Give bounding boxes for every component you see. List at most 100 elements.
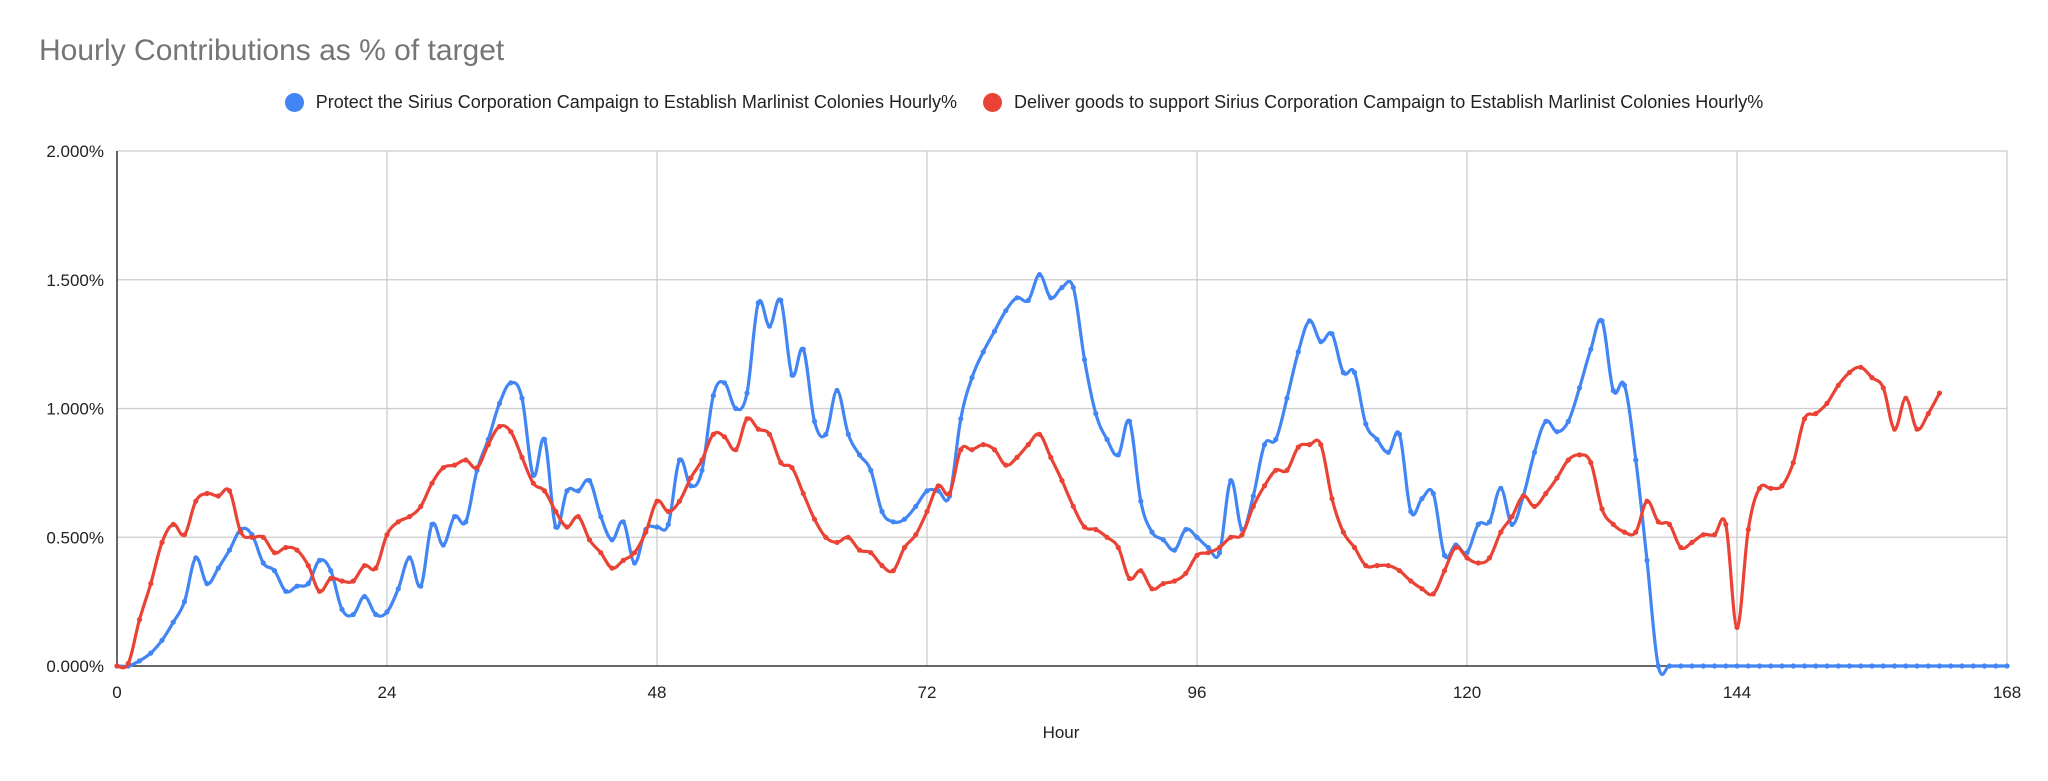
data-point[interactable]: [1295, 349, 1301, 355]
data-point[interactable]: [1768, 663, 1774, 669]
data-point[interactable]: [530, 472, 536, 478]
data-point[interactable]: [1554, 475, 1560, 481]
data-point[interactable]: [485, 442, 491, 448]
data-point[interactable]: [1745, 663, 1751, 669]
data-point[interactable]: [283, 588, 289, 594]
data-point[interactable]: [1104, 436, 1110, 442]
data-point[interactable]: [1948, 663, 1954, 669]
data-point[interactable]: [1644, 557, 1650, 564]
data-point[interactable]: [1228, 478, 1234, 484]
data-point[interactable]: [575, 488, 581, 494]
data-point[interactable]: [901, 544, 908, 551]
data-point[interactable]: [249, 534, 255, 540]
data-point[interactable]: [451, 514, 458, 520]
data-point[interactable]: [1408, 508, 1414, 515]
data-point[interactable]: [1081, 357, 1088, 363]
data-point[interactable]: [991, 328, 998, 334]
data-point[interactable]: [1261, 442, 1268, 448]
data-point[interactable]: [1588, 460, 1594, 466]
data-point[interactable]: [316, 588, 323, 594]
data-point[interactable]: [508, 380, 514, 386]
data-point[interactable]: [1790, 663, 1796, 669]
data-point[interactable]: [789, 372, 795, 378]
data-point[interactable]: [586, 478, 593, 484]
data-point[interactable]: [1284, 467, 1290, 473]
data-point[interactable]: [204, 490, 210, 497]
data-point[interactable]: [1374, 436, 1380, 442]
data-point[interactable]: [1149, 586, 1155, 592]
data-point[interactable]: [823, 431, 829, 437]
data-point[interactable]: [733, 447, 739, 453]
data-point[interactable]: [1723, 663, 1729, 669]
data-point[interactable]: [890, 519, 896, 525]
data-point[interactable]: [733, 405, 739, 412]
data-point[interactable]: [609, 565, 615, 571]
data-point[interactable]: [1936, 390, 1943, 396]
data-point[interactable]: [316, 557, 323, 564]
data-point[interactable]: [1363, 563, 1369, 569]
data-point[interactable]: [1835, 663, 1841, 669]
data-point[interactable]: [1250, 503, 1256, 509]
data-point[interactable]: [406, 514, 413, 520]
data-point[interactable]: [1070, 503, 1076, 509]
data-point[interactable]: [1171, 547, 1178, 553]
data-point[interactable]: [1981, 663, 1988, 669]
data-point[interactable]: [1205, 550, 1211, 556]
data-point[interactable]: [845, 534, 851, 540]
data-point[interactable]: [440, 465, 446, 471]
data-point[interactable]: [1138, 498, 1144, 504]
data-point[interactable]: [1419, 496, 1425, 502]
data-point[interactable]: [1734, 624, 1740, 631]
data-point[interactable]: [1925, 411, 1931, 417]
data-point[interactable]: [238, 529, 244, 535]
data-point[interactable]: [1059, 284, 1065, 291]
data-point[interactable]: [328, 575, 334, 582]
data-point[interactable]: [1261, 483, 1268, 489]
data-point[interactable]: [1543, 418, 1549, 424]
data-point[interactable]: [181, 599, 188, 605]
data-point[interactable]: [1025, 442, 1031, 448]
data-point[interactable]: [1723, 521, 1729, 528]
data-point[interactable]: [1081, 524, 1088, 530]
data-point[interactable]: [1633, 457, 1639, 463]
data-point[interactable]: [395, 519, 401, 525]
data-point[interactable]: [1970, 663, 1976, 669]
data-point[interactable]: [226, 488, 233, 494]
data-point[interactable]: [913, 532, 919, 538]
data-point[interactable]: [1666, 663, 1673, 669]
data-point[interactable]: [1003, 462, 1009, 468]
data-point[interactable]: [204, 581, 210, 587]
data-point[interactable]: [1756, 485, 1763, 491]
data-point[interactable]: [384, 532, 390, 538]
data-point[interactable]: [1779, 663, 1785, 669]
data-point[interactable]: [1936, 663, 1943, 669]
data-point[interactable]: [328, 568, 334, 574]
data-point[interactable]: [1396, 568, 1403, 574]
data-point[interactable]: [1318, 339, 1324, 345]
data-point[interactable]: [1565, 418, 1571, 424]
data-point[interactable]: [800, 490, 806, 497]
data-point[interactable]: [744, 416, 750, 422]
data-point[interactable]: [721, 380, 728, 386]
data-point[interactable]: [1059, 478, 1065, 484]
data-point[interactable]: [1903, 663, 1909, 669]
data-point[interactable]: [463, 457, 469, 463]
data-point[interactable]: [384, 609, 390, 615]
data-point[interactable]: [811, 516, 818, 522]
data-point[interactable]: [800, 346, 806, 352]
data-point[interactable]: [766, 323, 773, 329]
data-point[interactable]: [676, 457, 683, 463]
data-point[interactable]: [1250, 493, 1256, 499]
data-point[interactable]: [1115, 452, 1121, 458]
data-point[interactable]: [170, 521, 176, 528]
data-point[interactable]: [778, 297, 784, 303]
data-point[interactable]: [1531, 449, 1538, 455]
data-point[interactable]: [946, 490, 953, 497]
data-point[interactable]: [631, 560, 638, 566]
data-point[interactable]: [1464, 555, 1470, 561]
data-point[interactable]: [260, 534, 266, 540]
data-point[interactable]: [879, 508, 885, 515]
data-point[interactable]: [215, 565, 221, 571]
data-point[interactable]: [1149, 529, 1155, 535]
data-point[interactable]: [980, 442, 986, 448]
